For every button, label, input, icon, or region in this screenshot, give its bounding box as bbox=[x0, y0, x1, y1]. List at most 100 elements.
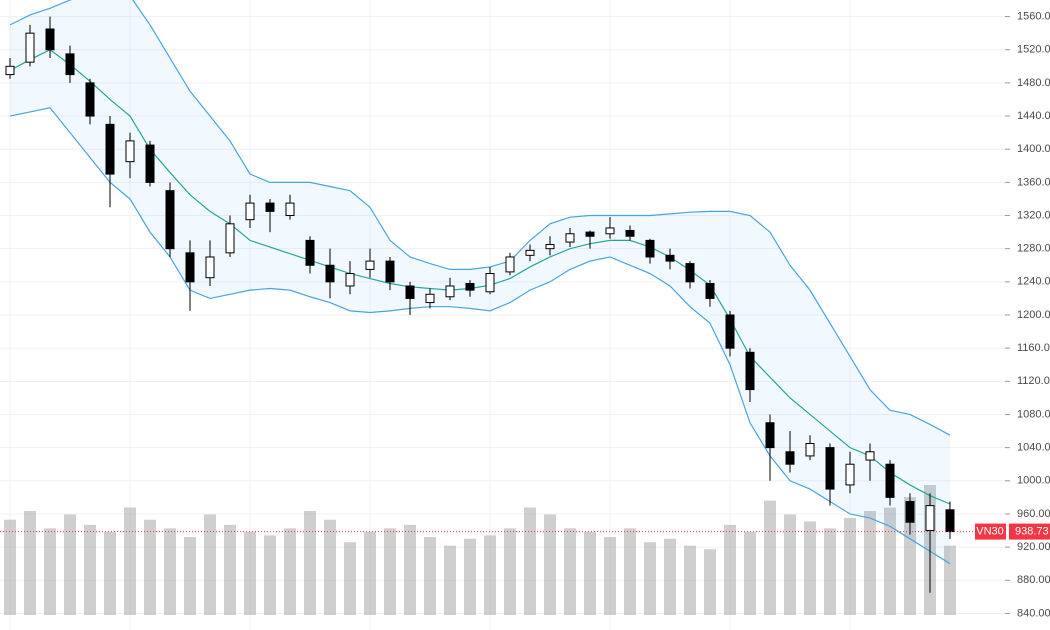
candle-body bbox=[905, 501, 915, 523]
candle-body bbox=[925, 505, 935, 532]
y-tick-label: 1160.00 bbox=[1017, 342, 1050, 354]
volume-bar bbox=[104, 531, 116, 615]
y-tick-label: 840.00 bbox=[1017, 607, 1050, 619]
volume-bar bbox=[224, 524, 236, 615]
candle-body bbox=[685, 263, 695, 283]
volume-bar bbox=[244, 531, 256, 615]
volume-bar bbox=[424, 537, 436, 615]
volume-bar bbox=[764, 500, 776, 615]
volume-bar bbox=[704, 549, 716, 615]
candle-body bbox=[865, 451, 875, 461]
volume-bar bbox=[64, 514, 76, 615]
candle-body bbox=[485, 273, 495, 293]
candle-body bbox=[185, 252, 195, 283]
y-tick-label: 920.00 bbox=[1017, 541, 1050, 553]
volume-bar bbox=[24, 511, 36, 615]
volume-bar bbox=[524, 507, 536, 615]
y-tick-label: 1360.00 bbox=[1017, 176, 1050, 188]
candle-body bbox=[265, 202, 275, 212]
candle-body bbox=[625, 229, 635, 237]
volume-bar bbox=[584, 531, 596, 615]
volume-bar bbox=[444, 545, 456, 615]
candle-body bbox=[125, 140, 135, 163]
last-value-tag bbox=[1009, 523, 1050, 540]
plot-area bbox=[0, 0, 1005, 630]
y-tick-label: 1280.00 bbox=[1017, 243, 1050, 255]
candle-body bbox=[285, 202, 295, 217]
candle-body bbox=[85, 82, 95, 117]
y-tick-label: 1120.00 bbox=[1017, 375, 1050, 387]
candle-body bbox=[145, 144, 155, 183]
y-tick-label: 1440.00 bbox=[1017, 110, 1050, 122]
volume-bar bbox=[664, 538, 676, 615]
candle-body bbox=[325, 264, 335, 283]
volume-bar bbox=[624, 528, 636, 615]
volume-bar bbox=[804, 521, 816, 615]
y-tick-label: 1240.00 bbox=[1017, 276, 1050, 288]
last-name: VN30 bbox=[976, 525, 1004, 537]
volume-bar bbox=[824, 528, 836, 615]
band-line bbox=[9, 49, 951, 505]
candle-body bbox=[445, 285, 455, 298]
volume-bar bbox=[684, 545, 696, 615]
y-tick-label: 880.00 bbox=[1017, 574, 1050, 586]
candle-body bbox=[205, 256, 215, 279]
candle-body bbox=[225, 223, 235, 254]
volume-bar bbox=[124, 507, 136, 615]
volume-bar bbox=[304, 511, 316, 615]
candle-body bbox=[665, 254, 675, 262]
volume-bar bbox=[84, 524, 96, 615]
candle-body bbox=[405, 285, 415, 299]
y-tick-label: 1400.00 bbox=[1017, 143, 1050, 155]
candle-body bbox=[605, 227, 615, 235]
volume-bar bbox=[884, 507, 896, 615]
volume-bar bbox=[144, 519, 156, 615]
candle-body bbox=[805, 442, 815, 457]
candle-body bbox=[345, 273, 355, 287]
y-tick-label: 1040.00 bbox=[1017, 442, 1050, 454]
last-value: 938.73 bbox=[1015, 525, 1049, 537]
candle-body bbox=[545, 244, 555, 250]
candle-body bbox=[65, 53, 75, 76]
volume-bar bbox=[384, 528, 396, 615]
candle-body bbox=[245, 202, 255, 221]
y-tick-label: 960.00 bbox=[1017, 508, 1050, 520]
volume-bar bbox=[724, 524, 736, 615]
volume-bar bbox=[344, 542, 356, 615]
volume-bar bbox=[204, 514, 216, 615]
y-tick-label: 1480.00 bbox=[1017, 77, 1050, 89]
candle-body bbox=[645, 239, 655, 258]
volume-bar bbox=[944, 545, 956, 615]
volume-bar bbox=[644, 542, 656, 615]
candle-body bbox=[5, 65, 15, 76]
candle-body bbox=[745, 351, 755, 391]
volume-bar bbox=[324, 519, 336, 615]
volume-bar bbox=[744, 531, 756, 615]
candle-body bbox=[25, 32, 35, 63]
volume-bar bbox=[264, 535, 276, 615]
volume-bar bbox=[464, 538, 476, 615]
candle-body bbox=[585, 231, 595, 237]
volume-bar bbox=[4, 519, 16, 615]
candle-body bbox=[525, 249, 535, 256]
candle-body bbox=[305, 239, 315, 266]
volume-bar bbox=[504, 528, 516, 615]
candle-body bbox=[825, 447, 835, 490]
volume-bar bbox=[44, 528, 56, 615]
candle-body bbox=[505, 256, 515, 273]
band-line bbox=[9, 0, 951, 436]
candle-body bbox=[885, 463, 895, 498]
candle-body bbox=[365, 260, 375, 270]
volume-bar bbox=[864, 511, 876, 615]
candle-body bbox=[845, 463, 855, 486]
volume-bar bbox=[604, 537, 616, 615]
candle-body bbox=[765, 422, 775, 449]
candle-body bbox=[565, 233, 575, 243]
volume-bar bbox=[364, 531, 376, 615]
volume-bar bbox=[844, 517, 856, 615]
volume-bar bbox=[184, 537, 196, 615]
candle-body bbox=[785, 451, 795, 465]
volume-bar bbox=[564, 528, 576, 615]
y-tick-label: 1560.00 bbox=[1017, 10, 1050, 22]
